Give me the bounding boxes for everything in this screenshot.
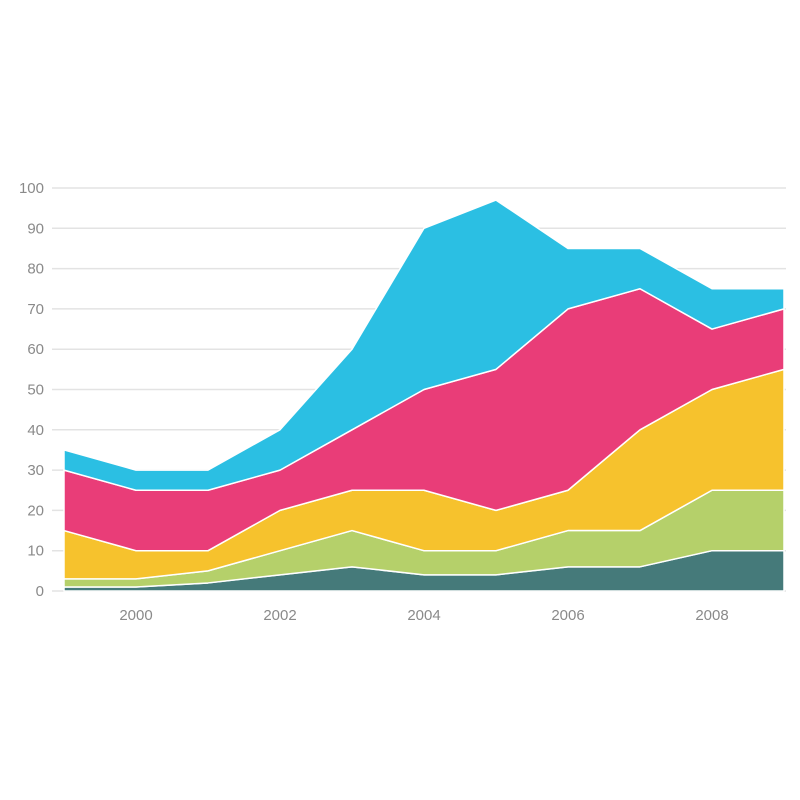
y-tick-label: 70 — [27, 301, 44, 318]
area-series-group — [63, 199, 785, 592]
y-tick-label: 20 — [27, 502, 44, 519]
y-tick-label: 30 — [27, 462, 44, 479]
y-tick-label: 90 — [27, 220, 44, 237]
y-tick-label: 50 — [27, 382, 44, 399]
y-tick-label: 40 — [27, 422, 44, 439]
x-tick-label: 2008 — [695, 607, 728, 624]
y-tick-label: 0 — [36, 583, 44, 600]
y-tick-label: 100 — [19, 180, 44, 197]
y-tick-label: 60 — [27, 341, 44, 358]
y-tick-label: 80 — [27, 261, 44, 278]
y-tick-label: 10 — [27, 543, 44, 560]
x-tick-label: 2006 — [551, 607, 584, 624]
x-tick-label: 2004 — [407, 607, 440, 624]
y-axis-tick-labels: 0 10 20 30 40 50 60 70 80 90 100 — [19, 180, 44, 600]
area-series-5 — [63, 199, 785, 491]
x-axis-tick-labels: 2000 2002 2004 2006 2008 — [119, 607, 728, 624]
x-tick-label: 2000 — [119, 607, 152, 624]
x-tick-label: 2002 — [263, 607, 296, 624]
